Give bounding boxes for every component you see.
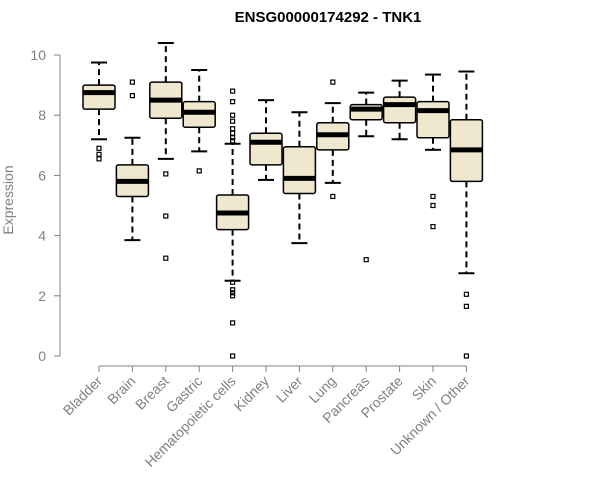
box-group	[316, 79, 350, 200]
outlier-point	[129, 79, 135, 85]
y-axis-label: Expression	[0, 165, 16, 234]
box-group	[82, 61, 116, 162]
box-group	[416, 73, 450, 230]
box-group	[449, 70, 484, 359]
outlier-point	[230, 320, 236, 326]
y-axis: 0 2 4 6 8 10	[30, 47, 61, 364]
box-iqr	[416, 100, 450, 139]
boxes-layer	[82, 41, 484, 359]
y-tick-label: 10	[30, 47, 46, 63]
y-tick-label: 8	[38, 107, 46, 123]
outlier-point	[230, 290, 236, 296]
y-tick-label: 0	[38, 348, 46, 364]
y-tick-label: 2	[38, 288, 46, 304]
outlier-point	[463, 303, 469, 309]
outlier-point	[230, 287, 236, 293]
outlier-point	[230, 99, 236, 105]
outlier-point	[430, 202, 436, 209]
box-group	[382, 79, 417, 141]
box-group	[215, 88, 250, 359]
box-iqr	[82, 84, 116, 110]
x-tick-label: Kidney	[231, 373, 273, 415]
outlier-point	[330, 79, 336, 85]
box-iqr	[382, 96, 417, 124]
outlier-point	[230, 293, 236, 299]
x-tick-label: Liver	[273, 373, 306, 406]
outlier-point	[330, 193, 336, 200]
box-group	[115, 79, 150, 242]
outlier-point	[96, 151, 102, 157]
box-iqr	[249, 132, 283, 166]
outlier-point	[230, 88, 236, 94]
outlier-point	[430, 223, 436, 230]
outlier-point	[96, 145, 102, 151]
outlier-point	[230, 130, 236, 136]
chart-title: ENSG00000174292 - TNK1	[235, 9, 422, 26]
box-group	[282, 111, 317, 245]
outlier-point	[430, 193, 436, 200]
outlier-point	[230, 135, 236, 141]
outlier-point	[230, 279, 236, 285]
outlier-point	[163, 213, 169, 219]
y-tick-label: 6	[38, 167, 46, 183]
box-group	[149, 41, 183, 261]
outlier-point	[163, 171, 169, 177]
outlier-point	[463, 291, 469, 297]
x-tick-label: Bladder	[60, 373, 106, 419]
outlier-point	[363, 257, 369, 263]
outlier-point	[96, 156, 102, 162]
y-tick-label: 4	[38, 228, 46, 244]
box-group	[249, 99, 283, 181]
outlier-point	[129, 93, 135, 99]
box-iqr	[282, 146, 317, 195]
box-group	[349, 91, 383, 263]
outlier-point	[463, 353, 469, 359]
outlier-point	[230, 118, 236, 124]
outlier-point	[163, 255, 169, 261]
box-group	[182, 69, 216, 174]
outlier-point	[230, 126, 236, 132]
outlier-point	[196, 168, 202, 174]
outlier-point	[230, 138, 236, 144]
outlier-point	[230, 112, 236, 118]
outlier-point	[230, 353, 236, 359]
